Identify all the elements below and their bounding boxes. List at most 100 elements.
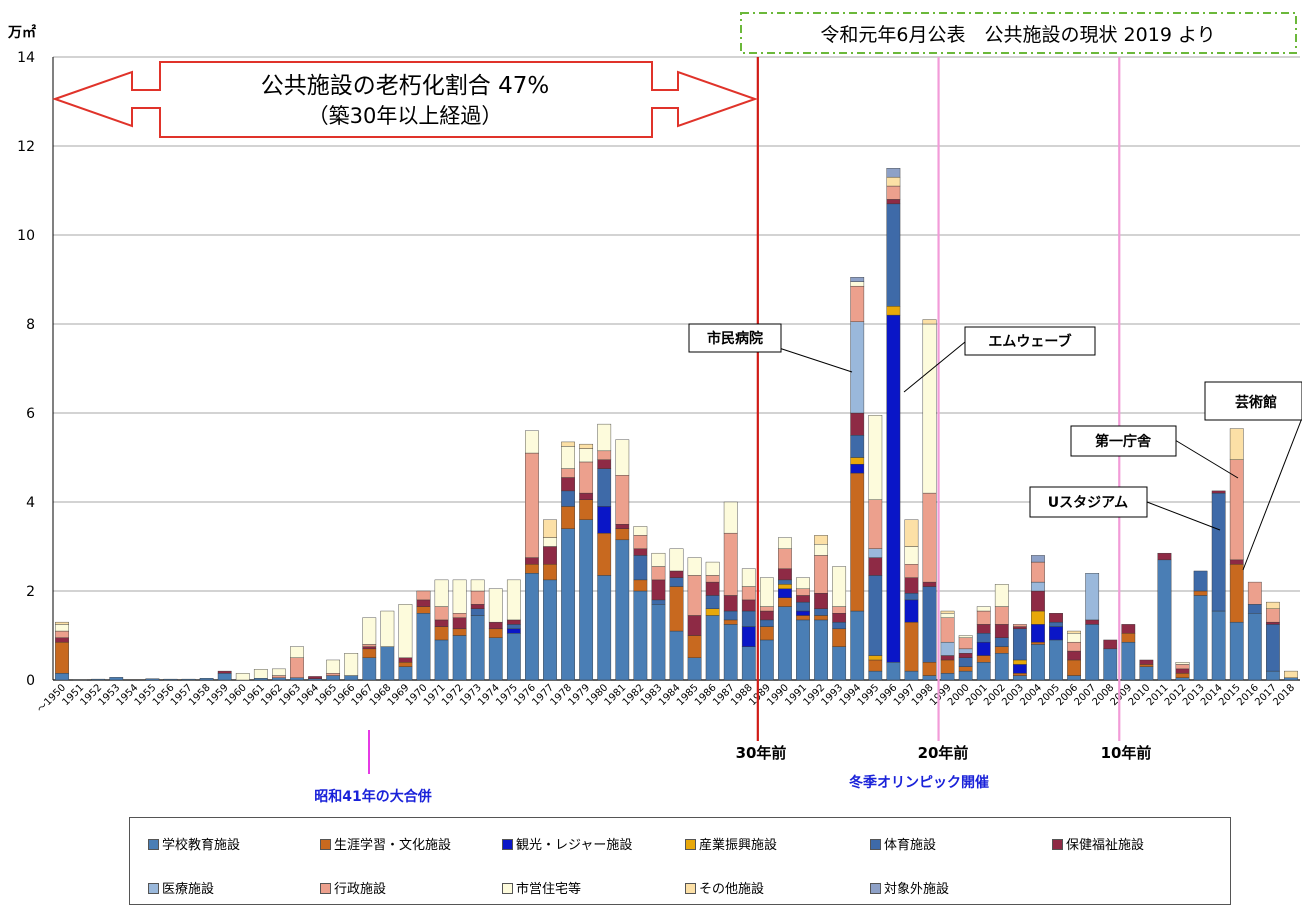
bar-segment <box>633 579 648 592</box>
bar-segment <box>976 624 991 634</box>
x-tick-labels: ～195019511952195319541955195619571958195… <box>35 682 1297 715</box>
y-tick-label: 0 <box>26 673 35 689</box>
bar-segment <box>561 506 575 529</box>
y-tick-label: 14 <box>17 50 35 66</box>
callout-mwave: エムウェーブ <box>988 333 1071 350</box>
bar-segment <box>579 519 594 681</box>
bar-segment <box>109 677 124 681</box>
bar-segment <box>958 657 973 667</box>
bar-segment <box>1284 670 1298 678</box>
bar-segment <box>561 528 575 681</box>
bar-segment <box>1031 561 1045 583</box>
bar-segment <box>1031 641 1045 645</box>
bar-segment <box>597 575 612 681</box>
bar-segment <box>470 604 485 609</box>
bar-segment <box>1067 641 1081 652</box>
y-tick-label: 4 <box>26 495 35 511</box>
bar-segment <box>850 321 865 414</box>
bar-segment <box>506 619 521 625</box>
bar-segment <box>597 459 612 469</box>
bar-segment <box>868 499 883 549</box>
legend-swatch <box>685 839 696 850</box>
bar-segment <box>1139 664 1154 667</box>
bar-segment <box>597 450 612 460</box>
bar-segment <box>669 577 684 587</box>
bar-segment <box>579 443 594 449</box>
bar-segment <box>1175 668 1190 674</box>
callout-box-mwave <box>964 326 1096 356</box>
bar-segment <box>976 662 991 681</box>
bar-segment <box>452 617 467 630</box>
bar-segment <box>290 646 304 658</box>
bar-segment <box>723 595 738 612</box>
legend-item: 学校教育施設 <box>148 834 240 853</box>
bar-segment <box>398 662 413 667</box>
bar-segment <box>163 678 178 681</box>
bar-segment <box>1067 675 1081 681</box>
bar-segment <box>922 662 937 676</box>
bar-segment <box>922 323 937 494</box>
bar-segment <box>362 617 377 645</box>
bar-segment <box>759 619 774 627</box>
legend-item: 観光・レジャー施設 <box>502 834 632 853</box>
aging-ratio-subtitle: （築30年以上経過） <box>308 104 503 128</box>
bar-segment <box>362 646 377 650</box>
bar-segment <box>362 644 377 647</box>
bar-segment <box>55 637 69 643</box>
bar-segment <box>326 673 341 676</box>
bar-segment <box>922 319 937 325</box>
aging-ratio-title: 公共施設の老朽化割合 47% <box>261 73 549 99</box>
bar-segment <box>1139 666 1154 681</box>
bar-segment <box>778 606 792 681</box>
legend-item: 産業振興施設 <box>685 834 777 853</box>
bar-segment <box>1175 673 1190 678</box>
x-tick-label: 2018 <box>1271 682 1297 708</box>
bar-segment <box>904 621 919 672</box>
bar-segment <box>434 619 449 627</box>
bar-segment <box>994 653 1009 681</box>
callout-box-u-stadium <box>1029 486 1148 518</box>
bar-segment <box>344 653 359 676</box>
legend-label: 観光・レジャー施設 <box>516 838 633 853</box>
y-tick-label: 6 <box>26 406 35 422</box>
bar-segment <box>814 535 828 545</box>
bar-segment <box>868 415 883 500</box>
y-tick-label: 12 <box>17 139 35 155</box>
bar-segment <box>994 637 1009 647</box>
bar-segment <box>886 199 901 205</box>
bar-segment <box>344 675 359 681</box>
bar-segment <box>1193 590 1208 596</box>
bar-segment <box>470 579 485 592</box>
bar-segment <box>850 277 865 282</box>
bar-segment <box>994 624 1009 638</box>
bar-segment <box>416 590 431 601</box>
bar-segment <box>597 506 612 534</box>
legend-swatch <box>502 883 513 894</box>
bar-segment <box>778 568 792 581</box>
bar-segment <box>741 646 756 681</box>
bar-segment <box>55 630 69 638</box>
bar-segment <box>796 588 810 596</box>
legend-item: 行政施設 <box>320 878 386 897</box>
bar-segment <box>1031 624 1045 643</box>
bar-segment <box>1121 624 1136 634</box>
legend-label: 医療施設 <box>162 882 215 897</box>
bar-segment <box>1031 590 1045 612</box>
bar-segment <box>868 575 883 656</box>
bar-segment <box>506 579 521 621</box>
bar-segment <box>1266 621 1280 625</box>
legend-item: 保健福祉施設 <box>1052 834 1144 853</box>
bar-segment <box>705 595 720 610</box>
legend-swatch <box>685 883 696 894</box>
bar-segment <box>778 588 792 598</box>
bar-segment <box>723 501 738 534</box>
bar-segment <box>633 590 648 681</box>
bar-segment <box>832 613 847 623</box>
bar-segment <box>1012 664 1027 674</box>
bar-segment <box>290 657 304 678</box>
merger-label: 昭和41年の大合併 <box>314 788 431 805</box>
bar-segment <box>850 281 865 287</box>
bar-segment <box>199 678 214 681</box>
bar-segment <box>1121 641 1136 681</box>
callouts: 市民病院 エムウェーブ 芸術館 第一庁舎 Uスタジアム <box>688 323 1302 571</box>
